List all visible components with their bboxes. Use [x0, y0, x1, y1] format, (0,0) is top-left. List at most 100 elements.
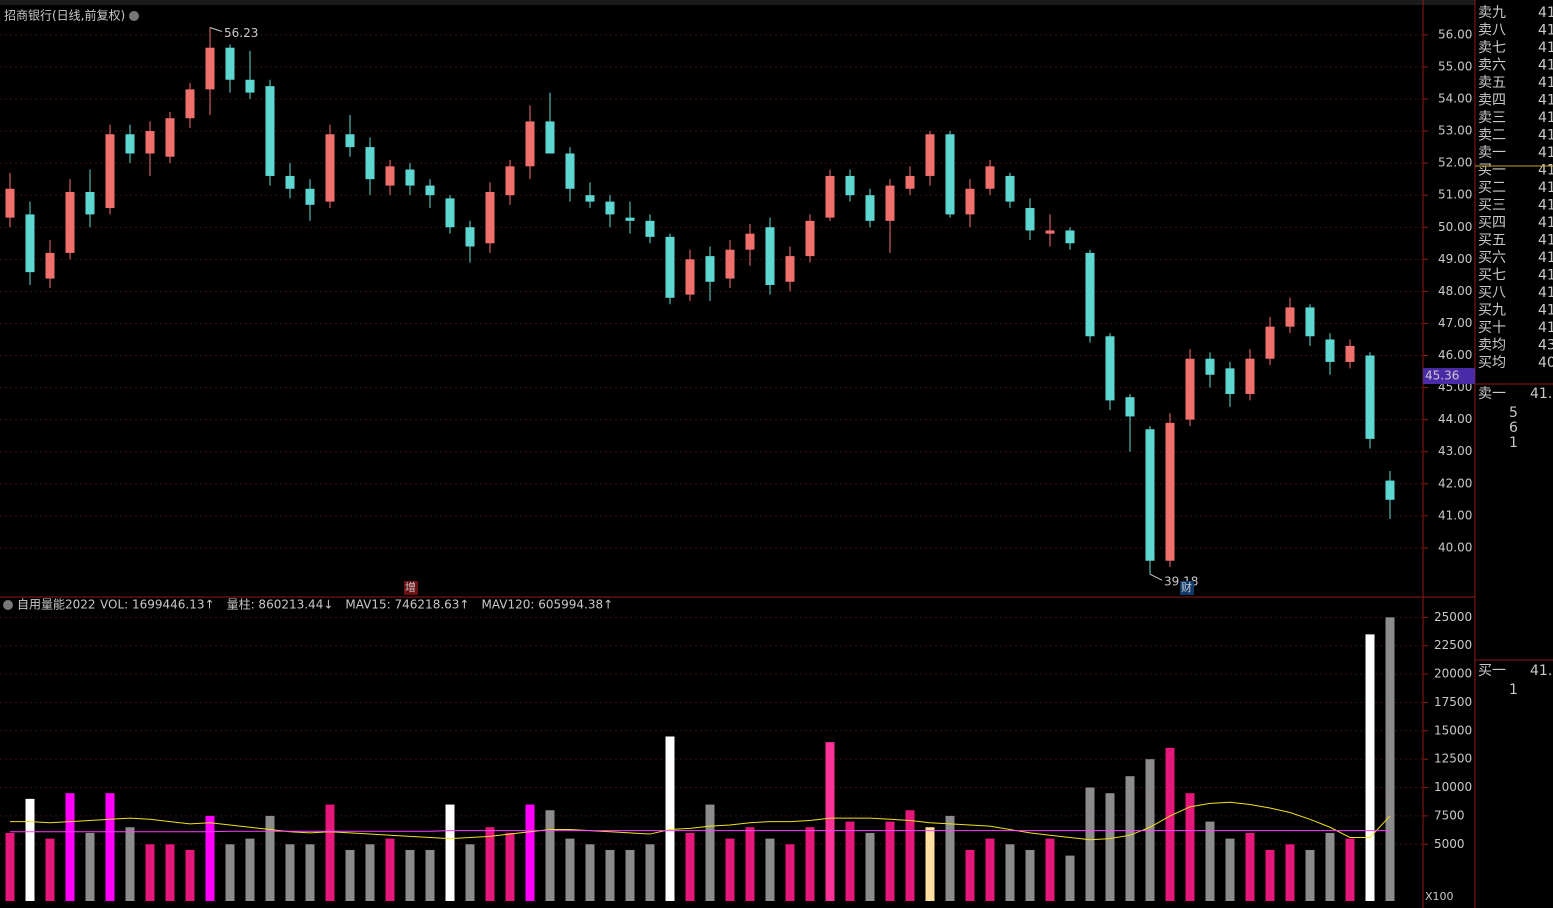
- candle-body: [185, 89, 195, 119]
- volume-bar: [45, 838, 55, 901]
- y-tick-label: 50.00: [1438, 220, 1472, 234]
- candle-body: [1385, 480, 1395, 500]
- order-label: 卖均: [1478, 338, 1506, 354]
- candle-body: [1085, 252, 1095, 337]
- candle-body: [885, 185, 895, 221]
- volume-bar: [1265, 849, 1275, 901]
- volume-bar: [185, 849, 195, 901]
- volume-bar: [865, 832, 875, 901]
- order-qty: 1: [1509, 435, 1518, 451]
- candle-body: [125, 134, 135, 154]
- order-label: 卖一: [1478, 145, 1506, 161]
- volume-bar: [525, 804, 535, 901]
- volume-bar: [385, 838, 395, 901]
- order-label: 卖七: [1478, 40, 1506, 56]
- volume-bar: [945, 815, 955, 901]
- volume-bar: [65, 793, 75, 901]
- volume-bar: [685, 832, 695, 901]
- order-label: 买九: [1478, 303, 1506, 319]
- dropdown-icon[interactable]: [3, 600, 13, 610]
- candle-body: [1225, 368, 1235, 394]
- order-qty: 5: [1509, 405, 1518, 421]
- volume-bar: [305, 844, 315, 901]
- volume-bar: [5, 832, 15, 901]
- order-label: 卖二: [1478, 128, 1506, 144]
- max-label: 56.23: [224, 26, 258, 40]
- y-tick-label: 41.00: [1438, 508, 1472, 522]
- order-label: 买八: [1478, 285, 1506, 301]
- y-tick-label: 52.00: [1438, 156, 1472, 170]
- candle-body: [465, 227, 475, 247]
- candle-body: [1045, 230, 1055, 234]
- volume-bar: [25, 798, 35, 901]
- order-qty: 1: [1509, 682, 1518, 698]
- order-price: 41: [1538, 75, 1553, 91]
- order-label: 买五: [1478, 233, 1506, 249]
- toolbar: [0, 0, 1475, 5]
- volume-bar: [1225, 838, 1235, 901]
- candle-body: [505, 166, 515, 196]
- candle-body: [145, 131, 155, 154]
- order-qty: 6: [1509, 420, 1518, 436]
- volume-bar: [1205, 821, 1215, 901]
- order-price: 41: [1538, 5, 1553, 21]
- volume-bar: [405, 849, 415, 901]
- volume-bar: [445, 804, 455, 901]
- candle-body: [525, 121, 535, 167]
- candle-body: [5, 188, 15, 218]
- volume-bar: [1005, 844, 1015, 901]
- candle-body: [1065, 230, 1075, 244]
- order-label: 买七: [1478, 268, 1506, 284]
- order-label: 买一: [1478, 163, 1506, 179]
- volume-bar: [1185, 793, 1195, 901]
- indicator-value: MAV120: 605994.38↑: [481, 598, 613, 612]
- candle-body: [1165, 422, 1175, 561]
- volume-bar: [745, 827, 755, 901]
- volume-bar: [1365, 634, 1375, 901]
- y-tick-label: 47.00: [1438, 316, 1472, 330]
- indicator-name: 自用量能2022: [17, 598, 96, 612]
- y-tick-label: 7500: [1434, 808, 1465, 822]
- candle-body: [585, 195, 595, 202]
- y-tick-label: 53.00: [1438, 124, 1472, 138]
- volume-bar: [565, 838, 575, 901]
- order-price: 41.3: [1530, 663, 1553, 679]
- order-label: 卖六: [1478, 58, 1506, 74]
- candle-body: [925, 134, 935, 176]
- order-price: 41: [1538, 145, 1553, 161]
- order-price: 41: [1538, 163, 1553, 179]
- badge-text: 财: [1181, 580, 1192, 594]
- volume-bar: [1305, 849, 1315, 901]
- candle-body: [1285, 307, 1295, 327]
- volume-bar: [205, 815, 215, 901]
- order-price: 40: [1538, 355, 1553, 371]
- volume-bar: [1105, 793, 1115, 901]
- candle-body: [765, 227, 775, 285]
- y-tick-label: 12500: [1434, 752, 1472, 766]
- volume-bar: [365, 844, 375, 901]
- order-label: 卖三: [1478, 110, 1506, 126]
- volume-bar: [1165, 747, 1175, 901]
- order-price: 41.3: [1530, 386, 1553, 402]
- candle-body: [625, 217, 635, 221]
- dropdown-icon[interactable]: [129, 11, 139, 21]
- order-price: 41: [1538, 110, 1553, 126]
- candle-body: [205, 47, 215, 90]
- volume-bar: [905, 810, 915, 901]
- indicator-value: VOL: 1699446.13↑: [100, 598, 215, 612]
- volume-bar: [925, 827, 935, 901]
- volume-bar: [825, 742, 835, 901]
- candle-body: [685, 259, 695, 295]
- candle-body: [1145, 429, 1155, 561]
- volume-bar: [285, 844, 295, 901]
- badge: [1180, 581, 1194, 595]
- volume-bar: [1345, 838, 1355, 901]
- y-tick-label: 44.00: [1438, 412, 1472, 426]
- candle-body: [705, 256, 715, 282]
- volume-bar: [345, 849, 355, 901]
- y-tick-label: 40.00: [1438, 540, 1472, 554]
- candle-body: [325, 134, 335, 202]
- y-tick-label: 55.00: [1438, 59, 1472, 73]
- volume-bar: [885, 821, 895, 901]
- indicator-value: MAV15: 746218.63↑: [345, 598, 469, 612]
